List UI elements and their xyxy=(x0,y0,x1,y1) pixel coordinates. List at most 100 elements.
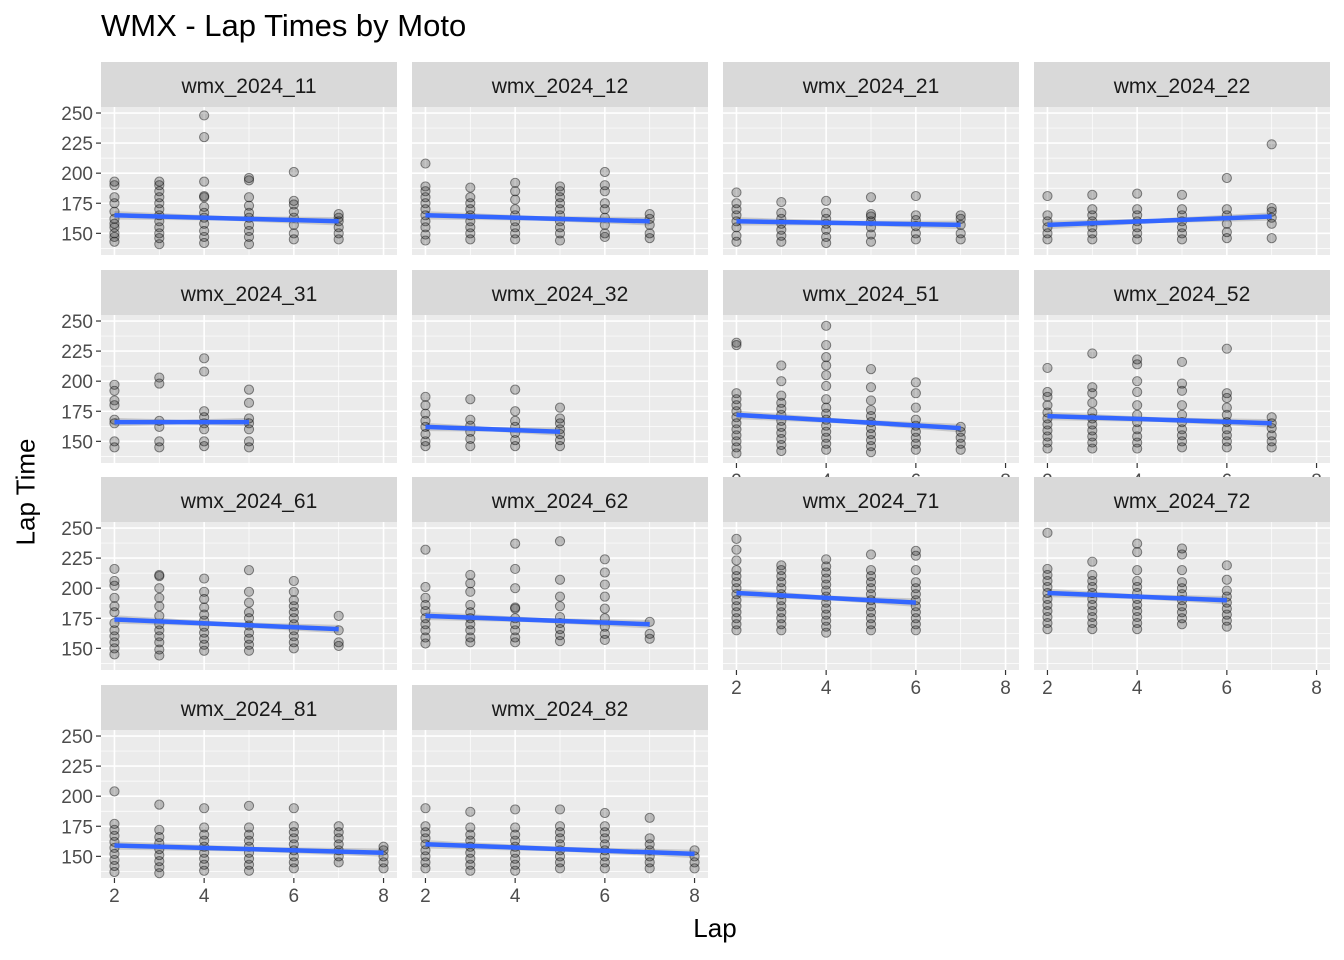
data-point xyxy=(510,406,521,417)
data-point xyxy=(1087,189,1098,200)
data-point xyxy=(821,360,832,371)
data-point xyxy=(199,231,210,243)
data-point xyxy=(1176,619,1188,630)
data-point xyxy=(109,575,120,587)
y-tick-label: 250 xyxy=(61,104,93,125)
data-point xyxy=(510,177,521,188)
data-point xyxy=(821,554,832,565)
data-point xyxy=(465,637,476,648)
data-point xyxy=(109,236,120,247)
data-point xyxy=(1132,354,1143,365)
data-point xyxy=(243,822,255,833)
data-point xyxy=(554,222,566,233)
data-point xyxy=(154,631,165,642)
data-point xyxy=(510,186,521,197)
data-point xyxy=(1132,443,1143,454)
data-point xyxy=(1087,210,1098,221)
data-point xyxy=(199,586,210,597)
data-point xyxy=(731,595,742,606)
data-point xyxy=(1221,402,1232,413)
panel-wmx_2024_62: wmx_2024_62 xyxy=(412,477,708,670)
data-point xyxy=(420,391,431,402)
data-point xyxy=(865,404,877,416)
data-point xyxy=(1221,233,1232,244)
data-point xyxy=(776,613,787,624)
data-point xyxy=(465,865,476,876)
data-point xyxy=(554,857,566,868)
data-point xyxy=(1176,565,1188,576)
x-tick-label: 4 xyxy=(510,886,521,907)
data-point xyxy=(644,863,655,874)
data-point xyxy=(910,619,921,630)
data-point xyxy=(109,854,120,866)
data-point xyxy=(865,236,877,247)
panel-wmx_2024_51: wmx_2024_512468 xyxy=(723,270,1019,492)
data-point xyxy=(865,607,877,618)
data-point xyxy=(731,418,742,429)
data-point xyxy=(865,583,877,594)
data-point xyxy=(109,218,120,229)
data-point xyxy=(420,863,431,874)
panel-wmx_2024_61: wmx_2024_61 150 175 200 225 250 xyxy=(61,477,397,670)
data-point xyxy=(109,231,120,243)
data-point xyxy=(554,827,566,838)
data-point xyxy=(554,821,566,832)
data-point xyxy=(554,536,566,547)
data-point xyxy=(599,591,610,602)
data-point xyxy=(776,571,787,582)
y-tick-label: 175 xyxy=(61,817,93,838)
data-point xyxy=(910,444,921,455)
data-point xyxy=(510,228,521,239)
data-point xyxy=(199,865,210,876)
panel-strip xyxy=(412,270,708,315)
y-tick-label: 200 xyxy=(61,164,93,185)
data-point xyxy=(154,625,165,636)
data-point xyxy=(776,560,787,571)
data-point xyxy=(109,592,120,603)
data-point xyxy=(1132,611,1143,623)
data-point xyxy=(154,571,165,582)
y-tick-label: 150 xyxy=(61,847,93,868)
panel-wmx_2024_22: wmx_2024_22 xyxy=(1034,62,1330,255)
data-point xyxy=(288,821,299,832)
data-point xyxy=(599,833,610,844)
data-point xyxy=(510,234,521,245)
data-point xyxy=(731,187,742,198)
data-point xyxy=(821,231,832,243)
data-point xyxy=(465,204,476,215)
data-point xyxy=(154,436,165,447)
data-point xyxy=(109,625,120,636)
x-axis-label: Lap xyxy=(693,913,737,943)
x-tick-label: 4 xyxy=(1132,678,1143,699)
data-point xyxy=(1087,437,1098,448)
data-point xyxy=(109,824,120,835)
panel-wmx_2024_71: wmx_2024_71 2 4 6 8 xyxy=(723,477,1019,699)
panel-strip xyxy=(723,62,1019,107)
data-point xyxy=(776,619,787,630)
data-point xyxy=(243,200,255,211)
data-point xyxy=(109,192,120,203)
data-point xyxy=(154,650,165,661)
data-point xyxy=(1132,437,1143,448)
data-point xyxy=(154,868,165,879)
data-point xyxy=(910,388,921,399)
data-point xyxy=(243,853,255,864)
data-point xyxy=(154,233,165,244)
data-point xyxy=(1042,599,1053,611)
data-point xyxy=(243,436,255,447)
data-point xyxy=(288,199,299,210)
data-point xyxy=(109,607,120,618)
data-point xyxy=(1132,228,1143,239)
data-point xyxy=(154,831,165,843)
data-point xyxy=(1042,400,1053,411)
data-point xyxy=(599,180,610,191)
data-point xyxy=(420,436,431,447)
data-point xyxy=(1266,202,1277,214)
data-point xyxy=(776,427,787,439)
data-point xyxy=(109,400,120,411)
data-point xyxy=(731,198,742,209)
data-point xyxy=(554,574,566,585)
data-point xyxy=(510,632,521,643)
data-point xyxy=(109,222,120,233)
panel-strip xyxy=(412,62,708,107)
